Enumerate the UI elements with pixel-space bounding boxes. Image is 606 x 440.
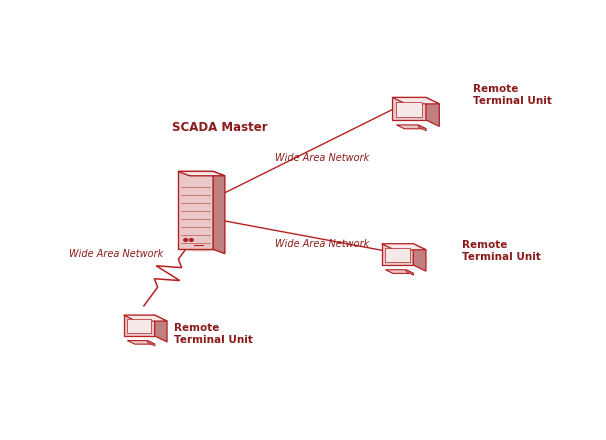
Text: Remote
Terminal Unit: Remote Terminal Unit [473, 84, 551, 106]
Polygon shape [124, 315, 155, 336]
Polygon shape [178, 171, 213, 249]
Polygon shape [147, 341, 155, 346]
Polygon shape [124, 315, 167, 321]
Polygon shape [396, 125, 426, 129]
Polygon shape [385, 248, 410, 262]
Polygon shape [393, 97, 439, 104]
Text: Wide Area Network: Wide Area Network [275, 153, 370, 163]
Polygon shape [396, 102, 422, 117]
Polygon shape [127, 341, 155, 344]
Text: Remote
Terminal Unit: Remote Terminal Unit [175, 323, 253, 345]
Polygon shape [413, 244, 426, 271]
Text: SCADA Master: SCADA Master [172, 121, 268, 134]
Circle shape [190, 238, 193, 241]
Polygon shape [406, 270, 414, 275]
Text: Wide Area Network: Wide Area Network [275, 239, 370, 249]
Polygon shape [393, 97, 426, 120]
Text: Wide Area Network: Wide Area Network [68, 249, 163, 260]
Polygon shape [178, 171, 225, 176]
Polygon shape [155, 315, 167, 342]
Polygon shape [127, 319, 151, 333]
Polygon shape [213, 171, 225, 254]
Polygon shape [426, 97, 439, 126]
Polygon shape [385, 270, 414, 273]
Polygon shape [382, 244, 413, 265]
Polygon shape [418, 125, 426, 131]
Text: Remote
Terminal Unit: Remote Terminal Unit [462, 240, 541, 262]
Polygon shape [382, 244, 426, 250]
Ellipse shape [178, 240, 225, 252]
Circle shape [184, 238, 187, 241]
